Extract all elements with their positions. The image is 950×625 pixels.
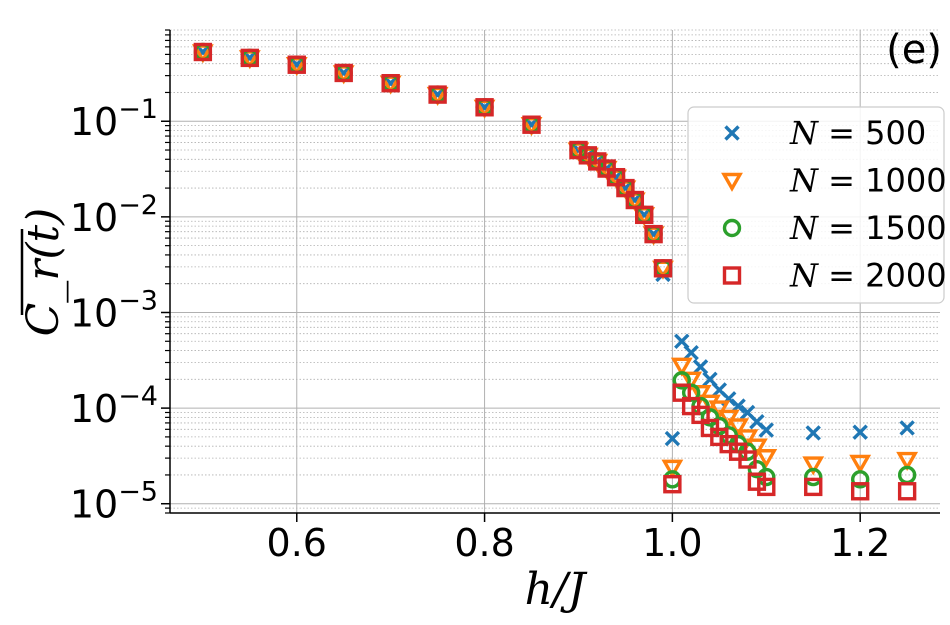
- data-point: [897, 482, 917, 501]
- y-tick-label: 10−1: [70, 94, 158, 144]
- data-point: [428, 85, 447, 104]
- series-3: [193, 42, 917, 501]
- data-point: [240, 48, 260, 68]
- axes: [161, 29, 940, 522]
- data-point: [670, 357, 693, 377]
- legend-label-0: N = 500: [789, 114, 926, 152]
- x-stroke: [692, 359, 709, 375]
- x-tick-label: 1.2: [830, 521, 890, 565]
- data-point: [802, 456, 825, 476]
- y-tick-label: 10−3: [70, 285, 158, 335]
- data-point: [757, 477, 776, 497]
- data-point: [644, 224, 663, 244]
- data-point: [738, 450, 757, 469]
- data-point: [727, 418, 750, 438]
- data-point: [193, 42, 213, 62]
- tick-labels: 10−1 10−2 10−3 10−4 10−5 0.6 0.8 1.0 1.2: [70, 94, 891, 565]
- y-tick-label: 10−4: [70, 381, 158, 431]
- data-point: [747, 472, 767, 491]
- data-point: [850, 482, 870, 501]
- x-stroke: [664, 430, 681, 447]
- x-axis-title: h/J: [525, 564, 588, 615]
- x-tick-label: 1.0: [642, 521, 702, 565]
- data-point: [475, 98, 494, 117]
- data-point: [757, 467, 776, 487]
- legend-marker-3: [722, 266, 742, 285]
- data-point: [672, 371, 691, 390]
- data-point: [522, 115, 541, 134]
- x-stroke: [711, 382, 728, 398]
- data-point: [381, 73, 400, 93]
- data-point: [569, 140, 588, 160]
- data-point: [689, 384, 712, 405]
- data-point: [672, 383, 691, 402]
- data-point: [680, 371, 703, 391]
- data-point: [849, 454, 872, 474]
- x-stroke: [724, 125, 740, 141]
- data-point: [287, 55, 306, 74]
- data-point: [606, 167, 626, 187]
- x-stroke: [702, 371, 718, 388]
- x-stroke: [674, 333, 690, 349]
- data-point: [683, 344, 699, 361]
- data-point: [710, 416, 729, 436]
- x-stroke: [899, 420, 915, 436]
- data-point: [664, 430, 681, 447]
- legend-box: [687, 106, 945, 304]
- data-point: [616, 178, 635, 198]
- data-point: [692, 359, 709, 375]
- x-stroke: [805, 425, 821, 441]
- y-tick-label: 10−2: [70, 190, 158, 240]
- x-stroke: [739, 404, 756, 421]
- data-point: [805, 425, 821, 441]
- data-point: [708, 400, 731, 420]
- data-point: [852, 424, 868, 440]
- legend-label-2: N = 1500: [789, 209, 947, 247]
- x-stroke: [683, 344, 699, 361]
- data-point: [896, 451, 919, 471]
- data-point: [691, 405, 710, 425]
- panel-label: (e): [886, 27, 942, 73]
- data-point: [635, 205, 654, 225]
- x-tick-label: 0.6: [267, 521, 327, 565]
- y-axis-title-text: C_r(t): [18, 208, 69, 337]
- x-axis-title-text: h/J: [525, 564, 588, 615]
- data-point: [334, 63, 353, 83]
- data-marks: [191, 42, 919, 501]
- data-point: [663, 475, 682, 494]
- legend-label-3: N = 2000: [789, 257, 947, 295]
- data-point: [758, 422, 774, 438]
- legend-label-1: N = 1000: [789, 162, 947, 200]
- data-point: [661, 459, 684, 479]
- legend-marker-2: [722, 218, 742, 238]
- legend-marker-1: [721, 172, 743, 192]
- data-point: [804, 467, 823, 487]
- data-point: [625, 190, 645, 210]
- y-axis-title: C_r(t): [18, 208, 69, 337]
- data-point: [755, 449, 778, 469]
- x-stroke: [758, 422, 774, 438]
- legend: N = 500 N = 1000 N = 1500 N = 2000: [687, 106, 947, 304]
- legend-marker-0: [724, 125, 740, 141]
- data-point: [850, 470, 870, 489]
- data-point: [653, 259, 673, 278]
- x-stroke: [749, 414, 765, 430]
- x-stroke: [852, 424, 868, 440]
- data-point: [804, 477, 823, 497]
- data-point: [899, 420, 915, 436]
- x-tick-label: 0.8: [454, 521, 514, 565]
- y-tick-label: 10−5: [70, 477, 158, 527]
